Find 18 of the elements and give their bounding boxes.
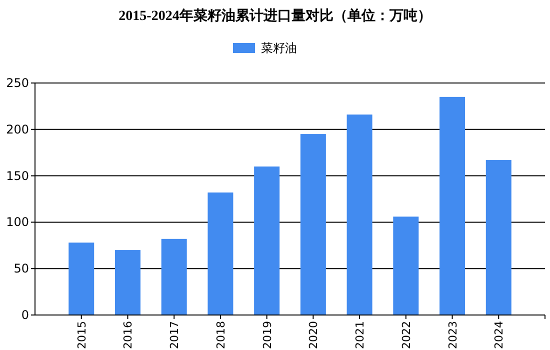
x-tick-label: 2015 <box>75 321 88 349</box>
x-tick-label: 2018 <box>214 321 228 349</box>
y-tick-label: 250 <box>6 76 29 90</box>
x-tick-label: 2024 <box>492 321 506 349</box>
legend-label: 菜籽油 <box>261 41 297 55</box>
y-tick-label: 100 <box>6 215 29 230</box>
y-tick-label: 150 <box>6 168 29 183</box>
x-tick-label: 2023 <box>446 321 460 349</box>
x-tick-label: 2016 <box>122 321 135 349</box>
y-tick-label: 50 <box>14 262 29 276</box>
x-tick-label: 2017 <box>168 321 182 349</box>
x-tick-label: 2022 <box>400 321 413 349</box>
chart-title: 2015-2024年菜籽油累计进口量对比（单位：万吨） <box>118 8 432 24</box>
x-tick-label: 2019 <box>260 321 274 349</box>
x-tick-label: 2020 <box>307 321 320 349</box>
y-tick-label: 200 <box>6 122 29 136</box>
x-tick-label: 2021 <box>354 321 367 349</box>
y-tick-label: 0 <box>21 308 29 322</box>
